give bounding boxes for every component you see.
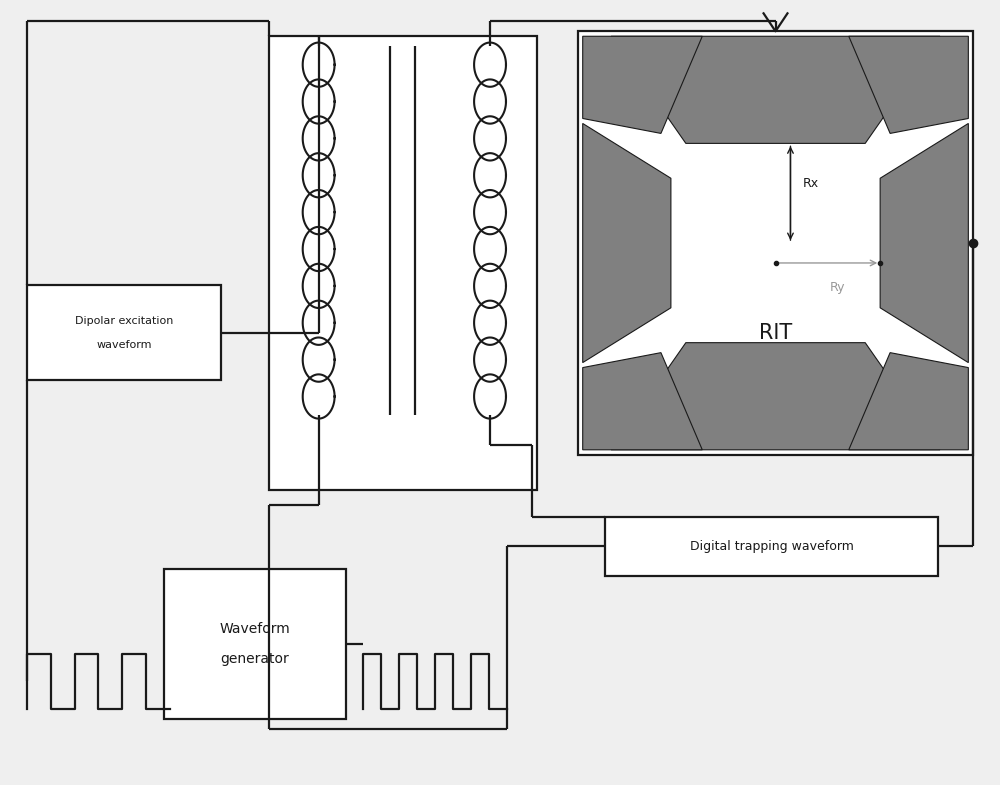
Bar [164,569,346,719]
Text: waveform: waveform [96,340,152,349]
Bar [578,31,973,455]
Polygon shape [611,343,940,450]
Bar [269,36,537,490]
Text: Ry: Ry [830,281,846,294]
Polygon shape [583,352,702,450]
Polygon shape [849,36,968,133]
Polygon shape [583,123,671,363]
Polygon shape [583,36,702,133]
Polygon shape [849,352,968,450]
Bar [27,286,221,380]
Text: Waveform: Waveform [219,623,290,636]
Text: Dipolar excitation: Dipolar excitation [75,316,173,326]
Text: generator: generator [220,652,289,666]
Polygon shape [611,36,940,144]
Bar [605,517,938,576]
Text: RIT: RIT [759,323,792,343]
Text: Rx: Rx [802,177,819,190]
Text: Digital trapping waveform: Digital trapping waveform [690,540,853,553]
Polygon shape [880,123,968,363]
